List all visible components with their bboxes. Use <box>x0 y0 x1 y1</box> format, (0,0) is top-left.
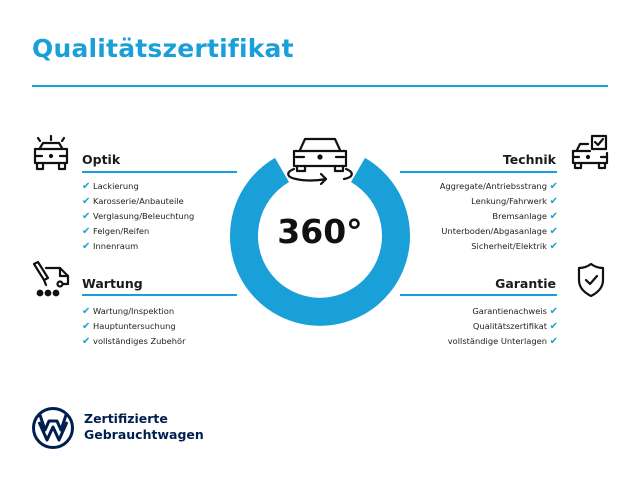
item-label: Hauptuntersuchung <box>93 321 176 331</box>
list-item: Lenkung/Fahrwerk ✔ <box>380 194 558 209</box>
item-label: Unterboden/Abgasanlage <box>441 226 547 236</box>
list-item: ✔ Innenraum <box>82 239 194 254</box>
check-icon: ✔ <box>549 321 558 332</box>
item-label: vollständige Unterlagen <box>447 336 547 346</box>
check-icon: ✔ <box>549 336 558 347</box>
check-icon: ✔ <box>549 241 558 252</box>
badge-value: 360° <box>277 212 362 251</box>
item-label: Innenraum <box>93 241 139 251</box>
brand-line-1: Zertifizierte <box>84 411 168 426</box>
car-checklist-icon <box>570 134 610 174</box>
list-item: ✔ Lackierung <box>82 179 194 194</box>
optik-divider <box>82 171 237 173</box>
list-item: Aggregate/Antriebsstrang ✔ <box>380 179 558 194</box>
list-item: ✔ Verglasung/Beleuchtung <box>82 209 194 224</box>
list-item: Sicherheit/Elektrik ✔ <box>380 239 558 254</box>
check-icon: ✔ <box>82 226 91 237</box>
car-rotate-icon <box>287 137 353 186</box>
item-label: vollständiges Zubehör <box>93 336 186 346</box>
wartung-title: Wartung <box>82 276 143 291</box>
item-label: Karosserie/Anbauteile <box>93 196 184 206</box>
check-icon: ✔ <box>82 241 91 252</box>
brand-line-2: Gebrauchtwagen <box>84 427 204 442</box>
item-label: Bremsanlage <box>492 211 547 221</box>
item-label: Wartung/Inspektion <box>93 306 175 316</box>
list-item: Bremsanlage ✔ <box>380 209 558 224</box>
list-item: Garantienachweis ✔ <box>380 304 558 319</box>
check-icon: ✔ <box>549 196 558 207</box>
check-icon: ✔ <box>549 226 558 237</box>
item-label: Qualitätszertifikat <box>472 321 547 331</box>
check-icon: ✔ <box>549 306 558 317</box>
list-item: Unterboden/Abgasanlage ✔ <box>380 224 558 239</box>
garantie-title: Garantie <box>495 276 556 291</box>
optik-title: Optik <box>82 152 121 167</box>
item-label: Sicherheit/Elektrik <box>471 241 547 251</box>
list-item: ✔ Felgen/Reifen <box>82 224 194 239</box>
check-icon: ✔ <box>549 181 558 192</box>
item-label: Aggregate/Antriebsstrang <box>439 181 547 191</box>
check-icon: ✔ <box>82 211 91 222</box>
item-label: Lackierung <box>93 181 139 191</box>
check-icon: ✔ <box>82 321 91 332</box>
item-label: Lenkung/Fahrwerk <box>471 196 547 206</box>
item-label: Verglasung/Beleuchtung <box>93 211 195 221</box>
list-item: ✔ Wartung/Inspektion <box>82 304 186 319</box>
check-icon: ✔ <box>82 336 91 347</box>
optik-list: ✔ Lackierung ✔ Karosserie/Anbauteile ✔ V… <box>82 179 194 254</box>
check-icon: ✔ <box>549 211 558 222</box>
page-title: Qualitätszertifikat <box>32 34 294 63</box>
car-lights-icon <box>30 134 72 174</box>
technik-divider <box>400 171 557 173</box>
wartung-list: ✔ Wartung/Inspektion ✔ Hauptuntersuchung… <box>82 304 186 349</box>
service-van-icon <box>30 260 74 298</box>
item-label: Garantienachweis <box>472 306 547 316</box>
shield-check-icon <box>576 262 606 298</box>
brand-text: Zertifizierte Gebrauchtwagen <box>84 411 204 443</box>
title-divider <box>32 85 608 87</box>
360-check-badge: 360° Gebrauchtwagen-Check <box>220 125 420 330</box>
list-item: ✔ Karosserie/Anbauteile <box>82 194 194 209</box>
wartung-divider <box>82 294 237 296</box>
garantie-list: Garantienachweis ✔ Qualitätszertifikat ✔… <box>380 304 558 349</box>
technik-list: Aggregate/Antriebsstrang ✔ Lenkung/Fahrw… <box>380 179 558 254</box>
list-item: Qualitätszertifikat ✔ <box>380 319 558 334</box>
list-item: vollständige Unterlagen ✔ <box>380 334 558 349</box>
item-label: Felgen/Reifen <box>93 226 150 236</box>
vw-logo <box>31 406 75 450</box>
technik-title: Technik <box>502 152 556 167</box>
check-icon: ✔ <box>82 196 91 207</box>
check-icon: ✔ <box>82 306 91 317</box>
check-icon: ✔ <box>82 181 91 192</box>
list-item: ✔ Hauptuntersuchung <box>82 319 186 334</box>
garantie-divider <box>400 294 557 296</box>
list-item: ✔ vollständiges Zubehör <box>82 334 186 349</box>
badge-ring <box>230 157 410 326</box>
